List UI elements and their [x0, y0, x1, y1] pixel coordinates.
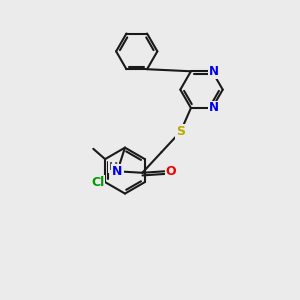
Text: O: O — [166, 165, 176, 178]
Text: S: S — [176, 125, 185, 138]
Text: H: H — [109, 162, 119, 172]
Text: N: N — [208, 65, 219, 78]
Text: N: N — [112, 165, 122, 178]
Text: Cl: Cl — [91, 176, 104, 189]
Text: N: N — [208, 101, 219, 115]
